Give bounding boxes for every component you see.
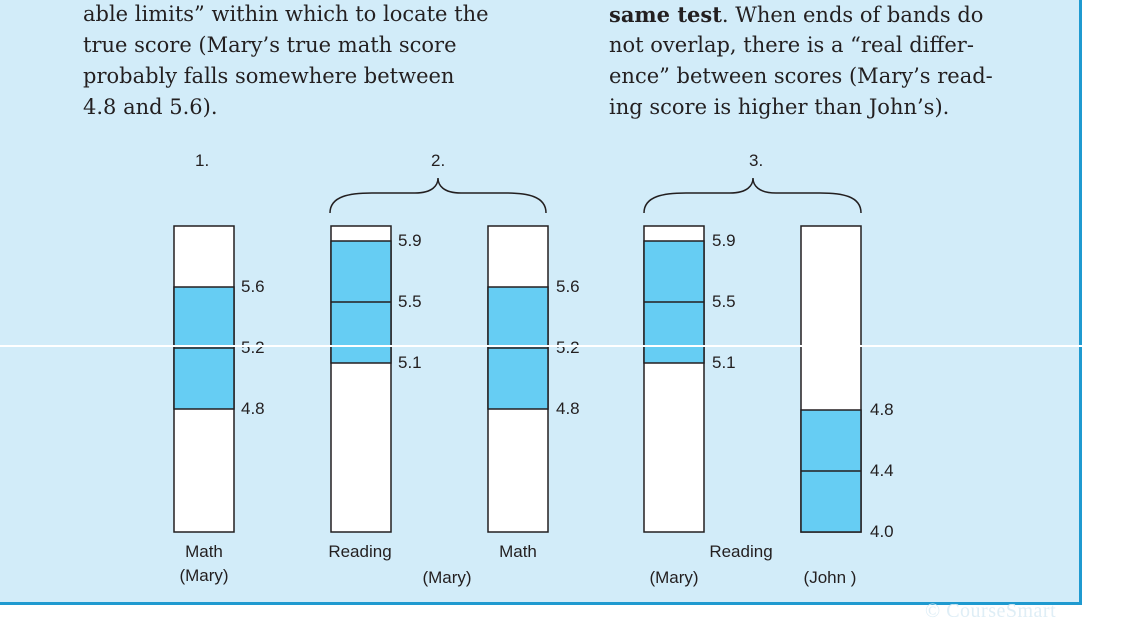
label-g2-person: (Mary) [422,568,471,587]
right-text-line-2: not overlap, there is a “real differ- [609,33,974,57]
bar-g2-reading [330,225,392,533]
info-panel: able limits” within which to locate the … [0,0,1082,605]
left-text-line-3: probably falls somewhere between [83,64,455,88]
tick-g2-reading-mid: 5.5 [398,292,422,311]
tick-g2-reading-bottom: 5.1 [398,353,422,372]
right-text-line-1-rest: . When ends of bands do [721,3,984,27]
tick-g2-math-bottom: 4.8 [556,399,580,418]
tick-g3-john-mid: 4.4 [870,461,894,480]
score-band-diagram: 1. 2. 3. 5.6 5.2 4.8 5.9 5.5 5.1 5.6 [173,151,894,587]
bar-g3-reading-mary [643,225,705,533]
bar-g1-math [173,225,235,533]
bar-g3-reading-john [800,225,862,533]
label-g2-reading: Reading [328,542,391,561]
tick-g2-math-mid: 5.2 [556,338,580,357]
label-g1-person: (Mary) [179,566,228,585]
brace-group-3 [643,177,862,214]
left-text-line-4: 4.8 and 5.6). [83,95,218,119]
right-text-line-1: same test. When ends of bands do [609,0,983,31]
right-text-line-3: ence” between scores (Mary’s read- [609,64,993,88]
tick-g1-top: 5.6 [241,277,265,296]
tick-g2-math-top: 5.6 [556,277,580,296]
tick-g1-bottom: 4.8 [241,399,265,418]
tick-g3-john-top: 4.8 [870,400,894,419]
label-g2-math: Math [499,542,537,561]
left-text-line-1: able limits” within which to locate the [83,2,489,26]
tick-g3-john-bottom: 4.0 [870,522,894,541]
right-text-line-4: ing score is higher than John’s). [609,95,950,119]
brace-group-2 [329,177,547,214]
label-g3-mary: (Mary) [649,568,698,587]
tick-g2-reading-top: 5.9 [398,231,422,250]
tick-g1-mid: 5.2 [241,338,265,357]
scan-line-divider [0,345,1128,347]
group-label-2: 2. [431,151,445,170]
label-g3-subject: Reading [709,542,772,561]
tick-g3-mary-bottom: 5.1 [712,353,736,372]
bold-phrase: same test [609,2,722,27]
left-text-line-2: true score (Mary’s true math score [83,33,457,57]
tick-g3-mary-top: 5.9 [712,231,736,250]
watermark: © CourseSmart [925,600,1057,622]
group-label-3: 3. [749,151,763,170]
bar-g2-math [487,225,549,533]
label-g3-john: (John ) [804,568,857,587]
label-g1-subject: Math [185,542,223,561]
tick-g3-mary-mid: 5.5 [712,292,736,311]
group-label-1: 1. [195,151,209,170]
